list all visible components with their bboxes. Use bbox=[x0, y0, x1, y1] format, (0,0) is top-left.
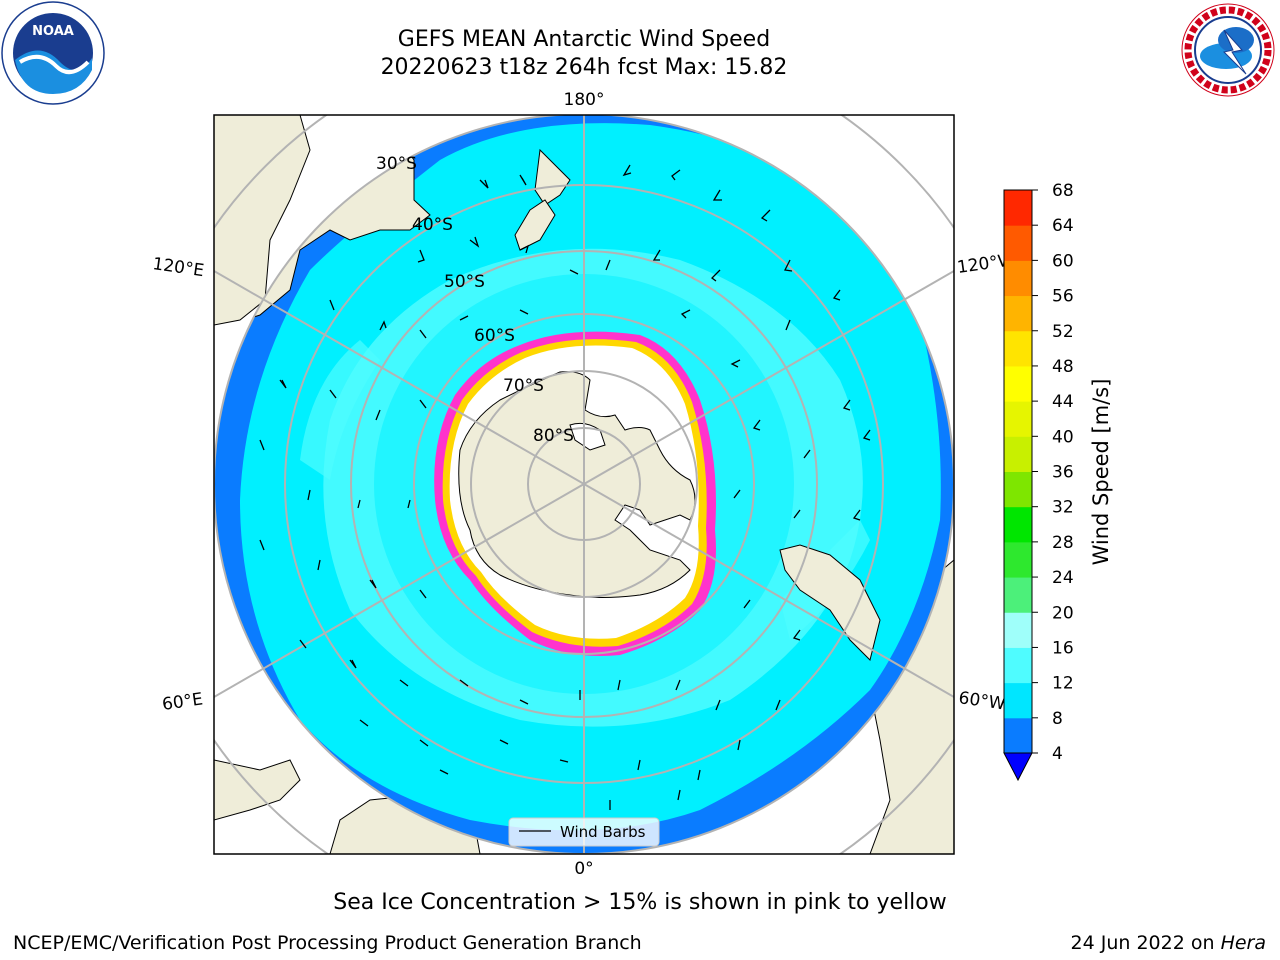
colorbar-segment bbox=[1004, 365, 1032, 402]
colorbar-tick-label: 48 bbox=[1052, 357, 1074, 377]
colorbar-tick-label: 8 bbox=[1052, 709, 1063, 729]
colorbar-tick-label: 44 bbox=[1052, 392, 1074, 412]
lat-label-60s: 60°S bbox=[474, 326, 515, 346]
colorbar-segment bbox=[1004, 330, 1032, 367]
colorbar-segment bbox=[1004, 682, 1032, 719]
noaa-logo-text: NOAA bbox=[32, 24, 74, 39]
lat-labels: 30°S 40°S 50°S 60°S 70°S 80°S bbox=[376, 154, 574, 446]
lat-label-70s: 70°S bbox=[503, 376, 544, 396]
colorbar-tick-label: 20 bbox=[1052, 603, 1074, 623]
colorbar-segment bbox=[1004, 506, 1032, 543]
page-title: GEFS MEAN Antarctic Wind Speed bbox=[397, 27, 771, 52]
page-subtitle: 20220623 t18z 264h fcst Max: 15.82 bbox=[380, 55, 788, 80]
colorbar-label: Wind Speed [m/s] bbox=[1089, 379, 1113, 566]
lon-label-bottom: 0° bbox=[574, 859, 593, 879]
colorbar-segment bbox=[1004, 401, 1032, 437]
nws-logo bbox=[1181, 3, 1275, 97]
lon-label-right-lower: 60°W bbox=[957, 688, 1006, 714]
colorbar-tick-label: 52 bbox=[1052, 322, 1074, 342]
noaa-logo: NOAA bbox=[1, 1, 105, 105]
lon-label-top: 180° bbox=[564, 90, 605, 110]
colorbar-segment bbox=[1004, 612, 1032, 648]
graticule bbox=[214, 115, 954, 854]
colorbar-tick-label: 16 bbox=[1052, 638, 1074, 658]
lon-label-left-lower: 60°E bbox=[161, 689, 204, 714]
lon-label-left-upper: 120°E bbox=[151, 254, 205, 281]
legend: Wind Barbs bbox=[508, 817, 660, 847]
lat-label-80s: 80°S bbox=[533, 426, 574, 446]
colorbar-tick-label: 36 bbox=[1052, 463, 1074, 483]
colorbar-tick-label: 68 bbox=[1052, 181, 1074, 201]
colorbar-segment bbox=[1004, 647, 1032, 684]
colorbar-segment bbox=[1004, 260, 1032, 297]
lat-label-30s: 30°S bbox=[376, 154, 417, 174]
credit-branch: NCEP/EMC/Verification Post Processing Pr… bbox=[13, 932, 642, 954]
colorbar-tick-label: 40 bbox=[1052, 427, 1074, 447]
colorbar-segment bbox=[1004, 541, 1032, 578]
map-panel: 30°S 40°S 50°S 60°S 70°S 80°S Wind Barbs bbox=[214, 115, 954, 854]
colorbar-segment bbox=[1004, 295, 1032, 332]
credit-date-text: 24 Jun 2022 on bbox=[1070, 932, 1221, 954]
colorbar-segment bbox=[1004, 225, 1032, 261]
colorbar-tick-label: 32 bbox=[1052, 498, 1074, 518]
sea-ice-note: Sea Ice Concentration > 15% is shown in … bbox=[333, 890, 947, 915]
wind-barbs bbox=[259, 164, 871, 810]
lon-labels: 180° 0° 120°E 60°E 120°W 60°W bbox=[151, 90, 1016, 879]
colorbar-tick-label: 64 bbox=[1052, 216, 1074, 236]
credit-date: 24 Jun 2022 on Hera bbox=[1071, 932, 1266, 954]
colorbar-segment bbox=[1004, 436, 1032, 472]
lat-label-50s: 50°S bbox=[444, 272, 485, 292]
colorbar-extend-arrow bbox=[1003, 752, 1033, 782]
colorbar-segment bbox=[1004, 471, 1032, 508]
colorbar-tick-label: 4 bbox=[1052, 744, 1063, 764]
colorbar-tick-label: 12 bbox=[1052, 674, 1074, 694]
colorbar-tick-label: 56 bbox=[1052, 287, 1074, 307]
credit-system: Hera bbox=[1220, 932, 1266, 954]
colorbar-segment bbox=[1004, 717, 1032, 754]
legend-label: Wind Barbs bbox=[560, 823, 646, 841]
lat-label-40s: 40°S bbox=[412, 215, 453, 235]
colorbar-tick-label: 24 bbox=[1052, 568, 1074, 588]
colorbar-segment bbox=[1004, 577, 1032, 613]
colorbar-segment bbox=[1004, 190, 1032, 226]
colorbar-tick-label: 60 bbox=[1052, 251, 1074, 271]
colorbar-tick-label: 28 bbox=[1052, 533, 1074, 553]
map-frame bbox=[213, 114, 955, 855]
